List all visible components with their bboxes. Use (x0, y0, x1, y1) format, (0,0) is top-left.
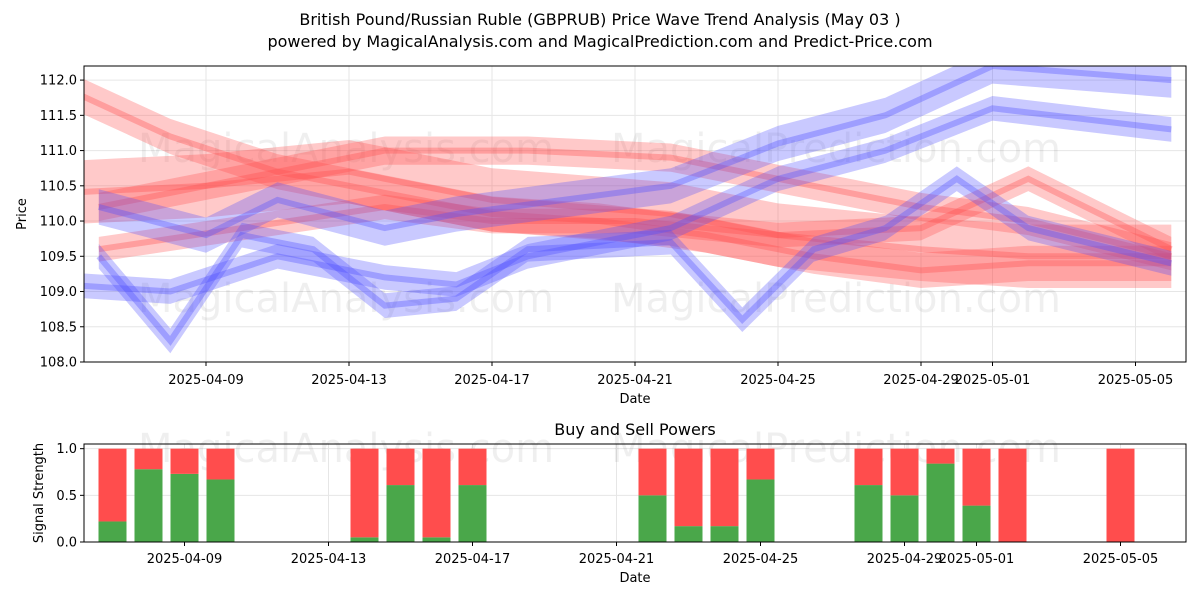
price-ytick-label: 110.0 (40, 215, 77, 230)
sell-bar (206, 448, 235, 480)
sell-bar (638, 448, 667, 496)
price-ytick-label: 111.0 (40, 144, 77, 159)
price-band-blue (98, 166, 1172, 354)
price-band-center (84, 93, 1172, 274)
price-band-center (98, 175, 1173, 253)
sell-bar (674, 448, 703, 527)
buy-bar (386, 485, 415, 542)
watermark-text: MagicalPrediction.com (611, 276, 1061, 322)
signal-yaxis-label: Signal Strength (32, 443, 47, 543)
signal-xtick-label: 2025-04-13 (291, 552, 367, 567)
buy-bar (98, 521, 127, 542)
signal-xtick-label: 2025-04-09 (147, 552, 223, 567)
price-band-center (84, 168, 1172, 260)
price-xtick-label: 2025-05-05 (1098, 373, 1174, 388)
sell-bar (422, 448, 451, 538)
signal-xaxis-label: Date (619, 571, 650, 586)
buy-bar (422, 537, 451, 542)
sell-bar (746, 448, 775, 480)
price-yaxis-label: Price (15, 198, 30, 230)
sell-bar (854, 448, 883, 486)
price-ytick-label: 108.0 (40, 356, 77, 371)
watermark-text: MagicalPrediction.com (611, 126, 1061, 172)
price-xtick-label: 2025-04-13 (311, 373, 387, 388)
price-band-red (98, 166, 1172, 262)
price-band-center (98, 66, 1172, 239)
sell-bar (998, 448, 1027, 542)
signal-axes-frame (83, 443, 1187, 543)
buy-bar (926, 463, 955, 542)
sell-bar (350, 448, 379, 538)
price-band-red (84, 79, 1172, 288)
buy-bar (350, 537, 379, 542)
chart-title-line2: powered by MagicalAnalysis.com and Magic… (267, 32, 933, 51)
sell-bar (170, 448, 199, 474)
price-ytick-label: 108.5 (40, 320, 77, 335)
price-band-center (98, 147, 1173, 260)
price-ytick-label: 109.5 (40, 250, 77, 265)
buy-bar (854, 485, 883, 542)
buy-bar (674, 526, 703, 542)
price-ytick-label: 110.5 (40, 179, 77, 194)
signal-ytick-label: 0.5 (56, 489, 77, 504)
buy-bar (962, 505, 991, 542)
price-xtick-label: 2025-04-29 (883, 373, 959, 388)
signal-xtick-label: 2025-04-17 (435, 552, 511, 567)
price-band-center (96, 175, 1173, 346)
signal-xtick-label: 2025-04-21 (579, 552, 655, 567)
sell-bar (134, 448, 163, 470)
sell-bar (926, 448, 955, 464)
sell-bar (962, 448, 991, 506)
buy-bar (170, 473, 199, 542)
sell-bar (458, 448, 487, 486)
signal-xtick-label: 2025-05-05 (1083, 552, 1159, 567)
sell-bar (98, 448, 127, 522)
sell-bar (386, 448, 415, 486)
price-ytick-label: 111.5 (40, 109, 77, 124)
watermark-text: MagicalAnalysis.com (138, 276, 554, 322)
signal-xtick-label: 2025-05-01 (939, 552, 1015, 567)
price-band-center (84, 105, 1172, 295)
buy-bar (638, 495, 667, 542)
price-xtick-label: 2025-05-01 (955, 373, 1031, 388)
price-xaxis-label: Date (619, 392, 650, 407)
sell-bar (890, 448, 919, 496)
price-band-red (98, 136, 1172, 271)
price-xtick-label: 2025-04-17 (454, 373, 530, 388)
price-ytick-label: 112.0 (40, 74, 77, 89)
buy-bar (206, 479, 235, 542)
price-xtick-label: 2025-04-25 (740, 373, 816, 388)
price-band-blue (98, 66, 1172, 253)
price-panel: MagicalAnalysis.com MagicalPrediction.com… (15, 65, 1187, 407)
chart-title-line1: British Pound/Russian Ruble (GBPRUB) Pri… (299, 10, 901, 29)
watermark-text: MagicalAnalysis.com (138, 426, 554, 472)
price-ytick-label: 109.0 (40, 285, 77, 300)
watermark-text: MagicalAnalysis.com (138, 126, 554, 172)
signal-panel-title: Buy and Sell Powers (554, 420, 716, 439)
buy-bar (890, 495, 919, 542)
price-xtick-label: 2025-04-09 (168, 373, 244, 388)
price-band-blue (84, 96, 1172, 304)
buy-bar (746, 479, 775, 542)
signal-xtick-label: 2025-04-29 (867, 552, 943, 567)
sell-bar (710, 448, 739, 527)
signal-panel: MagicalAnalysis.com MagicalPrediction.com… (32, 420, 1187, 586)
price-band-red (84, 140, 1172, 288)
buy-bar (710, 526, 739, 542)
signal-xtick-label: 2025-04-25 (723, 552, 799, 567)
buy-bar (458, 485, 487, 542)
buy-bar (134, 469, 163, 542)
price-bands (84, 66, 1173, 354)
price-xtick-label: 2025-04-21 (597, 373, 673, 388)
sell-bar (1106, 448, 1135, 542)
signal-ytick-label: 0.0 (56, 536, 77, 551)
signal-ytick-label: 1.0 (56, 442, 77, 457)
